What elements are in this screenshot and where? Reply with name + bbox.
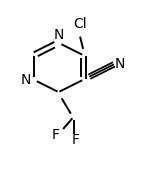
Text: N: N [53,28,64,42]
Text: Cl: Cl [73,17,87,31]
Text: F: F [71,133,79,147]
Text: F: F [51,128,59,142]
Text: N: N [114,57,125,71]
Text: N: N [21,73,31,87]
